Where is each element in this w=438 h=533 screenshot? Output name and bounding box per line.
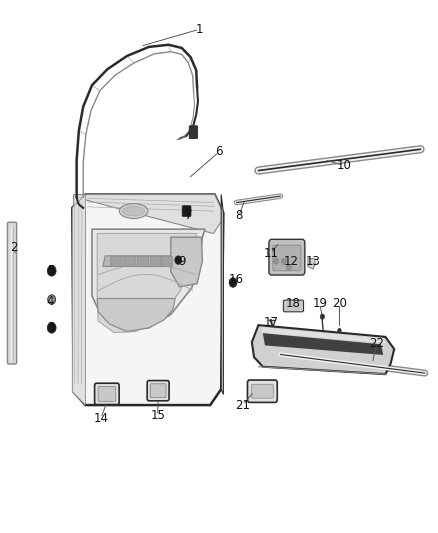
Text: 1: 1	[195, 23, 203, 36]
Text: 13: 13	[306, 255, 321, 268]
Polygon shape	[103, 256, 171, 266]
Ellipse shape	[271, 247, 288, 256]
Polygon shape	[72, 195, 223, 405]
FancyBboxPatch shape	[95, 383, 119, 405]
Polygon shape	[97, 233, 197, 333]
Text: 19: 19	[312, 297, 327, 310]
FancyBboxPatch shape	[273, 245, 301, 271]
Polygon shape	[252, 325, 394, 374]
FancyBboxPatch shape	[137, 256, 148, 266]
FancyBboxPatch shape	[147, 381, 169, 401]
FancyBboxPatch shape	[150, 384, 166, 398]
Text: 12: 12	[284, 255, 299, 268]
Circle shape	[290, 259, 297, 266]
Text: 14: 14	[93, 412, 108, 425]
Text: 22: 22	[369, 337, 384, 350]
Text: 4: 4	[46, 295, 54, 308]
Polygon shape	[92, 229, 205, 330]
Text: 16: 16	[229, 273, 244, 286]
Text: 18: 18	[286, 297, 301, 310]
Ellipse shape	[119, 204, 148, 219]
Circle shape	[281, 258, 286, 264]
Ellipse shape	[123, 206, 145, 216]
Circle shape	[338, 328, 341, 333]
Circle shape	[175, 256, 182, 264]
FancyBboxPatch shape	[269, 239, 305, 275]
Text: 10: 10	[336, 159, 351, 172]
Text: 21: 21	[236, 399, 251, 411]
Circle shape	[47, 322, 56, 333]
FancyBboxPatch shape	[251, 384, 273, 398]
Polygon shape	[261, 327, 385, 343]
Text: 8: 8	[235, 209, 242, 222]
Circle shape	[47, 265, 56, 276]
Polygon shape	[221, 195, 223, 394]
Circle shape	[50, 297, 53, 302]
Polygon shape	[308, 259, 315, 269]
Circle shape	[286, 264, 292, 271]
Polygon shape	[263, 333, 383, 355]
Circle shape	[273, 258, 279, 264]
Text: 2: 2	[10, 241, 18, 254]
Text: 11: 11	[263, 247, 278, 260]
FancyBboxPatch shape	[98, 386, 116, 401]
FancyBboxPatch shape	[182, 206, 191, 216]
FancyBboxPatch shape	[283, 300, 304, 312]
Text: 20: 20	[332, 297, 347, 310]
Circle shape	[48, 295, 56, 304]
FancyBboxPatch shape	[161, 256, 173, 266]
Text: 3: 3	[47, 321, 54, 334]
Circle shape	[320, 314, 325, 319]
Text: 15: 15	[150, 409, 165, 422]
FancyBboxPatch shape	[247, 380, 277, 402]
Text: 7: 7	[184, 209, 192, 222]
Text: 9: 9	[178, 255, 186, 268]
Text: 17: 17	[264, 316, 279, 329]
Polygon shape	[97, 298, 175, 332]
Text: 5: 5	[47, 264, 54, 277]
FancyBboxPatch shape	[124, 256, 135, 266]
Text: 6: 6	[215, 146, 223, 158]
FancyBboxPatch shape	[7, 222, 17, 364]
FancyBboxPatch shape	[189, 126, 198, 139]
FancyBboxPatch shape	[150, 256, 162, 266]
Circle shape	[229, 278, 237, 287]
Polygon shape	[171, 237, 202, 287]
Polygon shape	[72, 195, 85, 405]
FancyBboxPatch shape	[111, 256, 122, 266]
Polygon shape	[74, 195, 223, 233]
